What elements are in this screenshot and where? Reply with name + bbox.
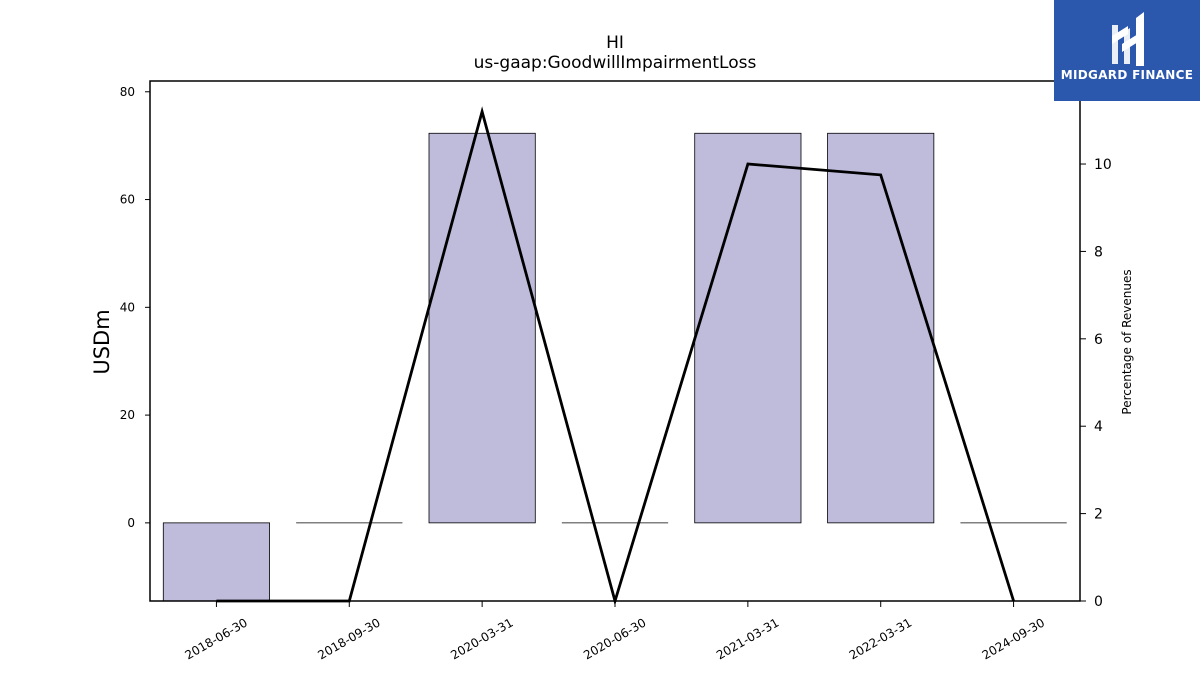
bars-group xyxy=(162,132,1067,602)
x-tick-label: 2018-06-30 xyxy=(183,615,250,662)
x-tick-label: 2024-09-30 xyxy=(980,615,1047,662)
chart-subtitle: us-gaap:GoodwillImpairmentLoss xyxy=(474,53,757,73)
right-axis: 0 2 4 6 8 10 xyxy=(1080,157,1112,610)
x-axis: 2018-06-30 2018-09-30 2020-03-31 2020-06-30… xyxy=(183,601,1047,662)
logo-text: MIDGARD FINANCE xyxy=(1060,68,1194,82)
y-right-tick-label: 8 xyxy=(1094,244,1103,260)
x-tick-label: 2022-03-31 xyxy=(847,615,914,662)
bar xyxy=(694,132,802,524)
y-tick-label: 0 xyxy=(127,516,135,530)
x-tick-label: 2020-06-30 xyxy=(581,615,648,662)
y-right-tick-label: 10 xyxy=(1094,157,1112,173)
bar xyxy=(827,132,935,524)
y-tick-label: 20 xyxy=(120,408,135,422)
y-axis-label-left: USDm xyxy=(90,309,114,374)
y-right-tick-label: 6 xyxy=(1094,332,1103,348)
y-tick-label: 40 xyxy=(120,300,135,314)
x-tick-label: 2018-09-30 xyxy=(315,615,382,662)
y-axis-label-right: Percentage of Revenues xyxy=(1120,269,1134,414)
y-right-tick-label: 4 xyxy=(1094,419,1103,435)
chart-title: HI xyxy=(606,33,624,53)
y-tick-label: 80 xyxy=(120,85,135,99)
left-axis: 0 20 40 60 80 xyxy=(120,85,150,530)
logo-mark-icon xyxy=(1112,12,1144,66)
brand-logo: MIDGARD FINANCE xyxy=(1054,0,1200,101)
y-tick-label: 60 xyxy=(120,193,135,207)
bar xyxy=(162,522,270,602)
y-right-tick-label: 2 xyxy=(1094,507,1103,523)
x-tick-label: 2020-03-31 xyxy=(448,615,515,662)
x-tick-label: 2021-03-31 xyxy=(714,615,781,662)
y-right-tick-label: 0 xyxy=(1094,594,1103,610)
bar xyxy=(428,132,536,524)
